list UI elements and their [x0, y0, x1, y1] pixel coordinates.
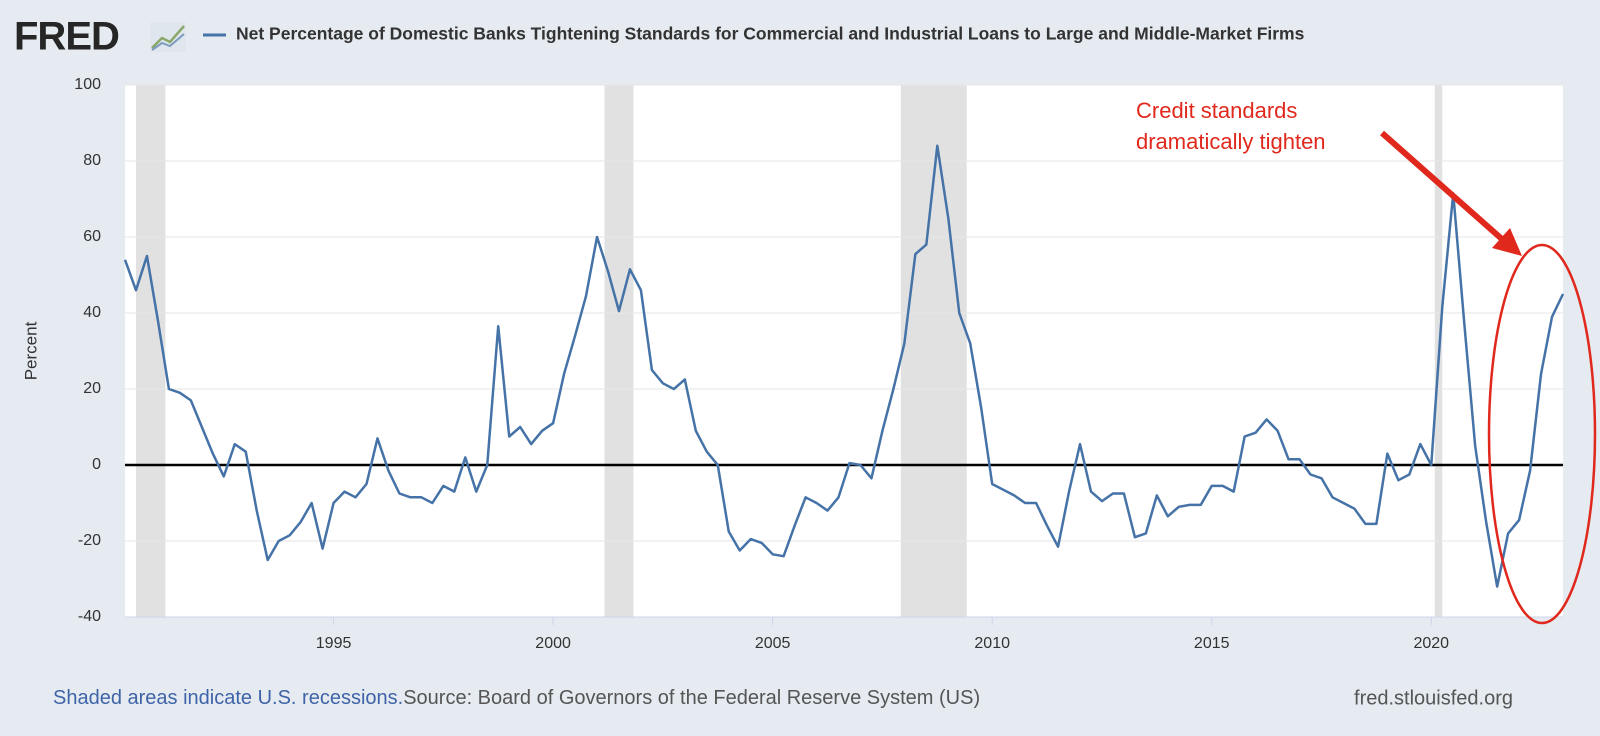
x-tick-label: 2020: [1413, 635, 1449, 652]
x-tick-label: 2015: [1194, 635, 1230, 652]
x-tick-label: 2005: [755, 635, 791, 652]
y-tick-label: 20: [83, 380, 101, 397]
y-tick-label: 80: [83, 152, 101, 169]
annotation: Credit standards dramatically tighten: [1136, 98, 1597, 625]
annotation-arrow: [1380, 130, 1505, 243]
recession-note[interactable]: Shaded areas indicate U.S. recessions.: [53, 687, 403, 709]
y-axis-label: Percent: [21, 321, 40, 380]
annotation-line: dramatically tighten: [1136, 129, 1326, 154]
x-tick-label: 2010: [974, 635, 1010, 652]
recession-band: [900, 85, 967, 617]
logo-icon: [150, 22, 186, 52]
y-tick-label: -20: [78, 532, 101, 549]
recession-band: [135, 85, 166, 617]
y-tick-label: 100: [74, 76, 101, 93]
x-tick-label: 1995: [316, 635, 352, 652]
y-tick-label: 60: [83, 228, 101, 245]
legend-label: Net Percentage of Domestic Banks Tighten…: [236, 24, 1305, 44]
plot-area: [125, 85, 1563, 617]
recession-band: [604, 85, 634, 617]
site[interactable]: fred.stlouisfed.org: [1354, 687, 1513, 709]
y-tick-label: -40: [78, 608, 101, 625]
arrow-head: [1492, 228, 1522, 256]
logo: FRED: [14, 15, 119, 59]
series-line: [123, 144, 1565, 588]
annotation-line: Credit standards: [1136, 98, 1297, 123]
footer: Shaded areas indicate U.S. recessions.So…: [53, 687, 980, 709]
y-tick-label: 40: [83, 304, 101, 321]
y-tick-label: 0: [92, 456, 101, 473]
source: Source: Board of Governors of the Federa…: [403, 687, 980, 709]
highlight-ellipse: [1487, 243, 1597, 625]
x-tick-label: 2000: [535, 635, 571, 652]
